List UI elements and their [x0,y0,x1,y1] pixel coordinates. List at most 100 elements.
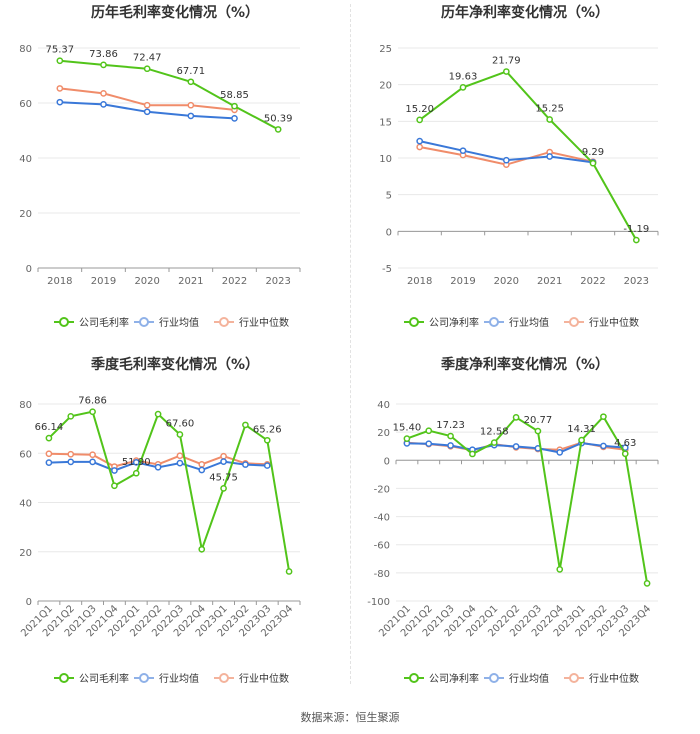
legend-marker [219,673,229,683]
data-point [100,101,107,108]
quarterly-net-margin-chart: 季度净利率变化情况（%） -100 -80 -60 -40 -20 0 20 40 2021Q1 2… [350,352,700,702]
data-point [45,434,53,442]
data-point [425,427,433,435]
data-point [447,442,454,449]
data-point [89,408,96,416]
y-tick-label: 60 [19,99,32,110]
data-point [403,435,411,442]
data-point [100,61,107,69]
data-point [242,461,249,468]
data-point [187,101,195,109]
data-point [132,469,140,477]
data-point [556,449,564,456]
data-point [143,108,151,116]
y-tick-label: 20 [377,428,390,439]
data-point [67,450,75,458]
data-point [231,102,238,110]
y-tick-label: 0 [386,227,392,238]
data-point [546,116,554,123]
data-point [67,412,75,420]
chart-title: 季度净利率变化情况（%） [440,356,609,373]
x-tick-label: 2019 [450,276,475,287]
panel-divider [350,4,351,684]
data-point [176,459,184,467]
data-label: 76.86 [78,396,107,407]
data-point [220,484,227,492]
data-point [89,458,96,466]
legend-label: 行业中位数 [239,672,289,685]
y-tick-label: -80 [374,569,390,580]
data-point [132,459,140,466]
y-tick-label: 60 [19,449,32,460]
data-label: 67.71 [177,66,206,77]
y-tick-label: 0 [384,456,390,467]
legend-label: 公司毛利率 [79,316,129,329]
x-tick-label: 2020 [494,276,519,287]
y-tick-label: 80 [19,400,32,411]
data-point [242,421,249,429]
y-tick-label: -60 [374,541,390,552]
data-point [220,452,227,460]
legend-marker [569,673,579,683]
data-point [220,458,227,465]
data-point [198,460,206,468]
data-point [176,431,184,438]
data-point [512,414,520,421]
data-label: 58.85 [220,90,249,101]
data-point [490,439,498,446]
data-label: 45.75 [209,472,238,483]
data-point [447,432,454,440]
y-tick-label: -100 [367,597,390,608]
data-point [600,442,607,450]
data-point [100,90,107,97]
data-point [187,112,195,120]
chart-title: 季度毛利率变化情况（%） [90,356,259,373]
y-tick-label: -20 [374,484,390,495]
chart-svg: 历年净利率变化情况（%） -5 0 5 10 15 20 25 2018 2019 2020 2021… [379,4,659,329]
y-tick-label: 10 [379,154,392,165]
data-point [600,413,607,421]
series-line [59,59,279,131]
data-label: 72.47 [133,53,162,64]
data-point [263,462,271,469]
data-point [231,115,238,122]
data-label: 14.31 [567,424,596,435]
legend-label: 行业均值 [509,316,549,329]
data-point [143,101,151,109]
data-label: -1.19 [623,224,649,235]
data-point [176,452,184,460]
data-point [111,467,118,474]
data-point [154,463,162,471]
chart-title: 历年毛利率变化情况（%） [91,4,259,21]
data-label: 4.63 [614,438,636,449]
series-line [419,70,638,241]
data-point [459,147,467,155]
y-tick-label: 20 [379,81,392,92]
data-point [643,580,651,587]
data-point [67,458,75,466]
data-label: 15.25 [535,104,564,115]
data-label: 9.29 [582,147,604,158]
x-tick-label: 2023 [624,276,649,287]
y-tick-label: 25 [379,44,392,55]
series-line [48,410,291,572]
data-point [45,459,53,466]
data-point [469,450,476,458]
data-point [416,137,424,145]
x-tick-label: 2018 [47,276,72,287]
annual-gross-margin-chart: 历年毛利率变化情况（%） 0 20 40 60 80 2018 2019 2020 2021 202… [0,0,350,350]
x-tick-label: 2022 [222,276,247,287]
data-point [111,482,118,490]
data-label: 21.79 [492,56,521,67]
chart-svg: 历年毛利率变化情况（%） 0 20 40 60 80 2018 2019 2020 2021 202… [19,4,301,329]
data-point [621,450,629,458]
data-label: 50.39 [264,113,293,124]
data-point [198,545,206,553]
series-line [406,415,649,584]
legend-marker [139,673,149,683]
data-point [425,440,433,448]
data-label: 17.23 [436,420,465,431]
legend-marker [569,317,579,327]
data-point [534,427,542,435]
data-point [632,236,640,244]
